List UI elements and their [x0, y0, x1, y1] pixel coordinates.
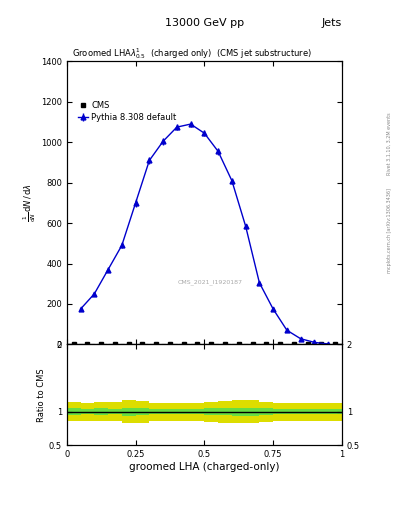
Text: Rivet 3.1.10, 3.2M events: Rivet 3.1.10, 3.2M events: [387, 112, 391, 175]
CMS: [333, 342, 338, 348]
Y-axis label: $\frac{1}{\mathrm{d}N}\,\mathrm{d}N\,/\,\mathrm{d}\lambda$: $\frac{1}{\mathrm{d}N}\,\mathrm{d}N\,/\,…: [22, 183, 38, 222]
CMS: [250, 342, 255, 348]
Text: mcplots.cern.ch [arXiv:1306.3436]: mcplots.cern.ch [arXiv:1306.3436]: [387, 188, 391, 273]
CMS: [72, 342, 76, 348]
Line: CMS: CMS: [72, 343, 337, 347]
CMS: [264, 342, 269, 348]
CMS: [278, 342, 283, 348]
CMS: [127, 342, 131, 348]
CMS: [209, 342, 214, 348]
CMS: [113, 342, 118, 348]
Text: CMS_2021_I1920187: CMS_2021_I1920187: [177, 279, 242, 285]
CMS: [140, 342, 145, 348]
CMS: [237, 342, 241, 348]
CMS: [305, 342, 310, 348]
CMS: [195, 342, 200, 348]
CMS: [85, 342, 90, 348]
Text: Jets: Jets: [321, 18, 342, 28]
CMS: [154, 342, 159, 348]
CMS: [292, 342, 296, 348]
X-axis label: groomed LHA (charged-only): groomed LHA (charged-only): [129, 462, 279, 472]
CMS: [182, 342, 186, 348]
Text: 13000 GeV pp: 13000 GeV pp: [165, 18, 244, 28]
CMS: [99, 342, 104, 348]
Text: Groomed LHA$\lambda^{1}_{0.5}$  (charged only)  (CMS jet substructure): Groomed LHA$\lambda^{1}_{0.5}$ (charged …: [72, 47, 312, 61]
CMS: [319, 342, 324, 348]
Legend: CMS, Pythia 8.308 default: CMS, Pythia 8.308 default: [77, 99, 178, 123]
CMS: [168, 342, 173, 348]
CMS: [222, 342, 227, 348]
Y-axis label: Ratio to CMS: Ratio to CMS: [37, 368, 46, 422]
